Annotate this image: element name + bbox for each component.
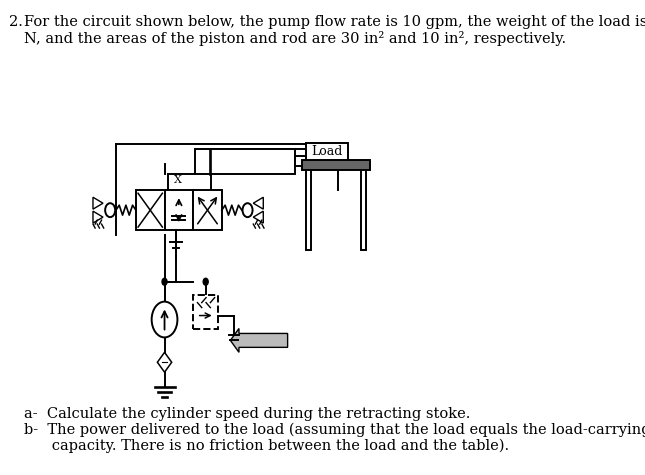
Circle shape [105,203,115,217]
Polygon shape [230,329,288,352]
Bar [302,161,370,171]
Text: X: X [174,175,181,185]
Polygon shape [157,352,172,372]
Text: a-  Calculate the cylinder speed during the retracting stoke.: a- Calculate the cylinder speed during t… [25,407,471,421]
Text: capacity. There is no friction between the load and the table).: capacity. There is no friction between t… [25,439,510,453]
Polygon shape [253,197,263,209]
Bar [136,190,164,230]
Bar [306,142,348,161]
Bar [193,190,222,230]
Bar [295,156,338,166]
Circle shape [243,203,253,217]
Circle shape [203,278,208,285]
Polygon shape [93,211,103,223]
Circle shape [152,302,177,337]
Polygon shape [93,197,103,209]
Circle shape [162,278,167,285]
Text: b-  The power delivered to the load (assuming that the load equals the load-carr: b- The power delivered to the load (assu… [25,423,645,437]
Bar [306,171,312,250]
Bar [193,294,218,330]
Bar [361,171,366,250]
Bar [164,190,193,230]
Bar [195,149,295,174]
Polygon shape [253,211,263,223]
Text: N, and the areas of the piston and rod are 30 in² and 10 in², respectively.: N, and the areas of the piston and rod a… [25,31,566,46]
Text: 2.: 2. [8,15,23,29]
Text: Load: Load [312,145,342,158]
Text: For the circuit shown below, the pump flow rate is 10 gpm, the weight of the loa: For the circuit shown below, the pump fl… [25,15,645,29]
